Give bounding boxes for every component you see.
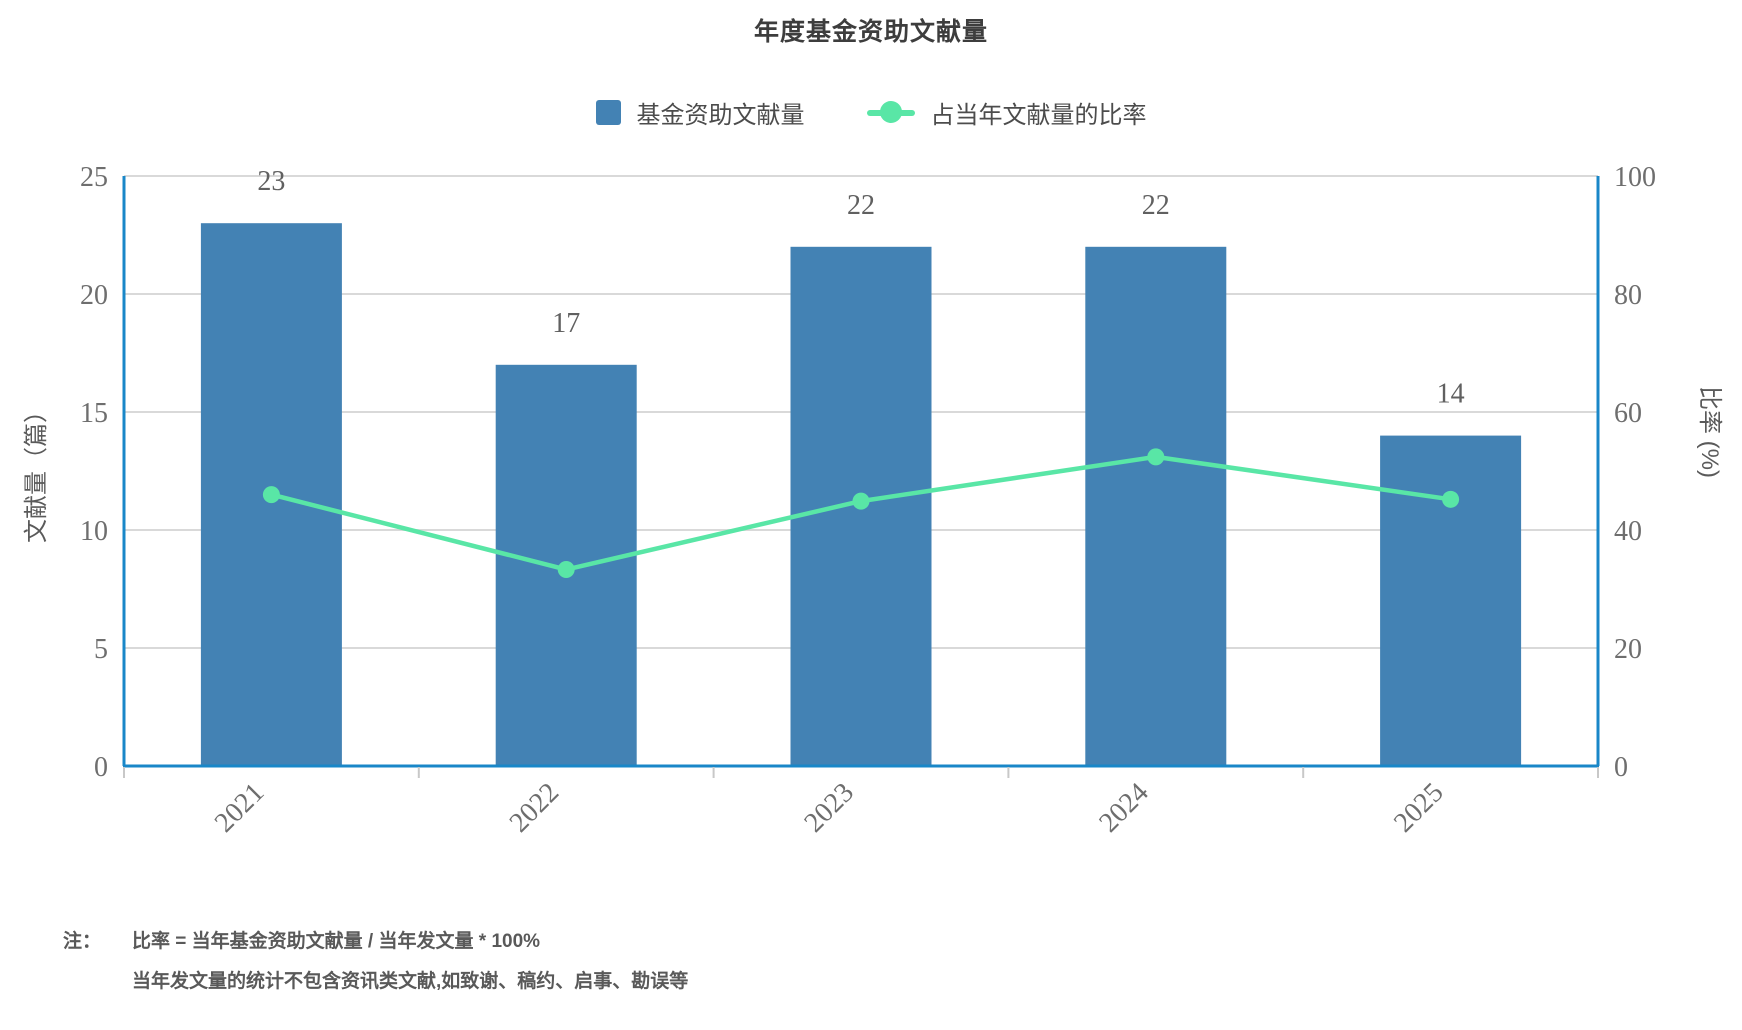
x-axis-tick-label: 2021	[209, 777, 271, 839]
y-axis-right-tick-label: 80	[1614, 280, 1642, 311]
y-axis-left-tick-label: 0	[94, 752, 108, 783]
ratio-point-2021[interactable]	[262, 486, 280, 504]
legend-label: 占当年文献量的比率	[930, 101, 1147, 129]
bar-2024[interactable]	[1085, 246, 1227, 767]
legend-item-line-series[interactable]: 占当年文献量的比率	[866, 95, 1147, 130]
bar-value-label: 22	[1142, 190, 1170, 221]
x-axis-tick-label: 2023	[798, 777, 860, 839]
ratio-point-2023[interactable]	[852, 492, 870, 510]
y-axis-right-name: 比率 (%)	[1696, 386, 1723, 478]
legend-label: 基金资助文献量	[636, 101, 805, 129]
y-axis-right-tick-label: 60	[1614, 398, 1642, 429]
x-axis-tick-label: 2025	[1388, 777, 1450, 839]
y-axis-right-tick-label: 20	[1614, 634, 1642, 665]
ratio-point-2022[interactable]	[557, 561, 575, 579]
bar-2025[interactable]	[1380, 435, 1522, 766]
legend: 基金资助文献量 占当年文献量的比率	[0, 94, 1742, 130]
legend-item-bar-series[interactable]: 基金资助文献量	[595, 95, 805, 130]
bar-value-label: 14	[1437, 379, 1465, 410]
bar-value-label: 17	[552, 308, 580, 339]
bar-value-label: 22	[847, 190, 875, 221]
x-axis-tick-label: 2024	[1093, 777, 1155, 839]
y-axis-left-tick-label: 5	[94, 634, 108, 665]
y-axis-left-tick-label: 25	[80, 162, 108, 193]
y-axis-left-tick-label: 10	[80, 516, 108, 547]
line-series-marker-icon	[866, 100, 915, 125]
y-axis-right-tick-label: 0	[1614, 752, 1628, 783]
y-axis-right-tick-label: 40	[1614, 516, 1642, 547]
bar-series-swatch-icon	[595, 99, 621, 125]
footnote-detail: 当年发文量的统计不包含资讯类文献,如致谢、稿约、启事、勘误等	[132, 971, 689, 992]
chart-footnote: 注： 比率 = 当年基金资助文献量 / 当年发文量 * 100% 当年发文量的统…	[63, 922, 1563, 1002]
ratio-point-2025[interactable]	[1442, 490, 1460, 508]
ratio-point-2024[interactable]	[1147, 448, 1165, 466]
y-axis-left-name: 文献量（篇）	[23, 399, 50, 543]
footnote-prefix: 注：	[63, 931, 102, 952]
y-axis-left-tick-label: 15	[80, 398, 108, 429]
y-axis-right-tick-label: 100	[1614, 162, 1656, 193]
bar-value-label: 23	[257, 166, 285, 197]
x-axis-tick-label: 2022	[504, 777, 566, 839]
footnote-formula: 比率 = 当年基金资助文献量 / 当年发文量 * 100%	[132, 931, 541, 952]
chart-title: 年度基金资助文献量	[753, 18, 988, 46]
y-axis-left-tick-label: 20	[80, 280, 108, 311]
